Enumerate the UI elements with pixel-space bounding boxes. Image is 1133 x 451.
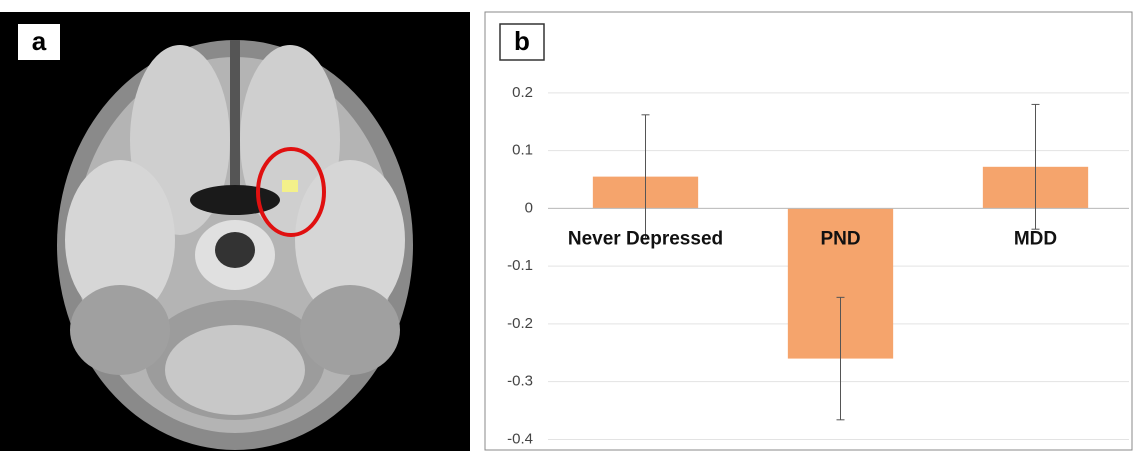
figure: a b -0.4 -0.3 -0.2 -0.1 0 0.1 0.2 Never Depress… [0,0,1133,451]
y-tick-label: 0.1 [512,142,533,159]
x-tick-label: PND [820,228,860,249]
x-tick-label: Never Depressed [568,228,723,249]
panel-label: a [32,26,47,56]
y-tick-label: -0.3 [507,373,533,390]
y-tick-label: -0.4 [507,430,533,447]
x-tick-label: MDD [1014,228,1057,249]
y-tick-label: -0.2 [507,315,533,332]
y-tick-label: 0.2 [512,84,533,101]
brain-image [0,12,470,451]
y-tick-label: 0 [525,199,533,216]
y-tick-label: -0.1 [507,257,533,274]
panel-label: b [514,26,530,56]
